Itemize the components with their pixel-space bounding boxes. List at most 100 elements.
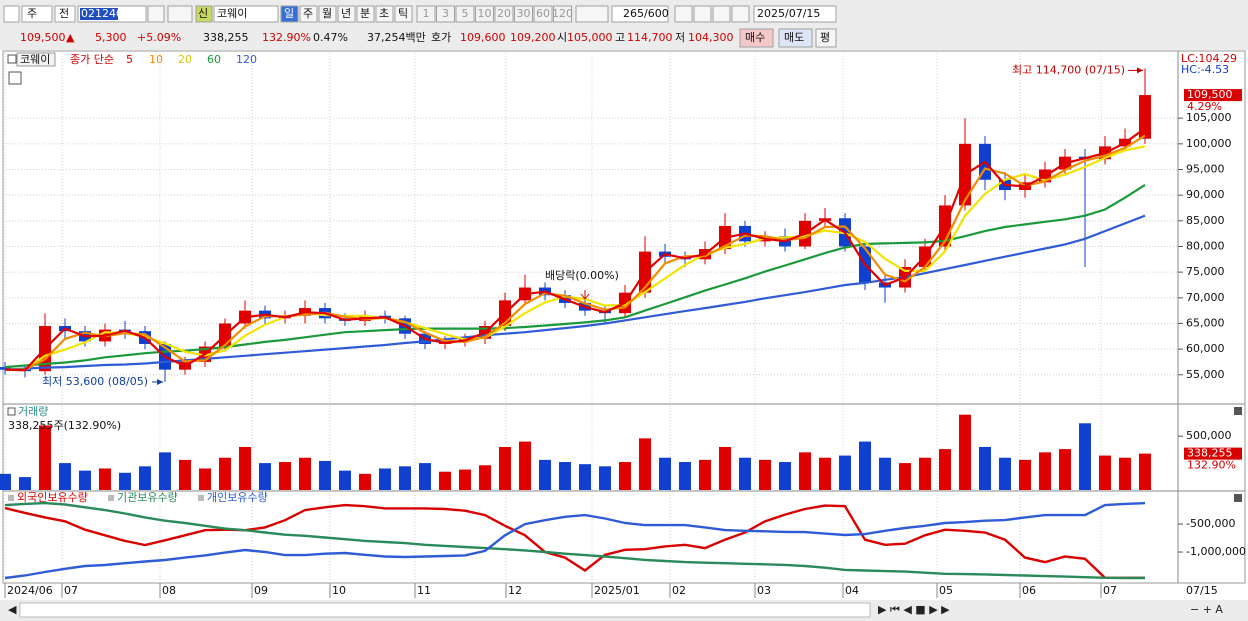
ma-line bbox=[4, 183, 1146, 369]
view-select[interactable] bbox=[21, 5, 53, 23]
new-flag[interactable] bbox=[195, 5, 213, 23]
volume-bar bbox=[599, 466, 611, 490]
volume-bar bbox=[659, 457, 671, 490]
x-tick-label: 04 bbox=[845, 584, 859, 597]
y-tick-label: 75,000 bbox=[1186, 265, 1225, 278]
volume-bar bbox=[679, 462, 691, 490]
prev-button[interactable] bbox=[54, 5, 76, 23]
view: 주 bbox=[27, 7, 37, 20]
legend-entry: 10 bbox=[149, 53, 163, 66]
volume-subtitle: 338,255주(132.90%) bbox=[8, 419, 121, 432]
volume-bar bbox=[619, 462, 631, 490]
interval-button[interactable] bbox=[533, 5, 553, 23]
pane-close[interactable] bbox=[1234, 494, 1242, 502]
volume-bar bbox=[1039, 452, 1051, 490]
period: 일 bbox=[284, 6, 294, 20]
period-button[interactable] bbox=[299, 5, 318, 23]
interval-button[interactable] bbox=[494, 5, 514, 23]
name-input[interactable] bbox=[213, 5, 279, 23]
tool-icon[interactable] bbox=[693, 5, 712, 23]
candle-body bbox=[0, 367, 11, 370]
interval: 1 bbox=[423, 7, 430, 20]
x-tick-label: 02 bbox=[672, 584, 686, 597]
period: 월 bbox=[322, 7, 332, 20]
quote-open-label: 시 bbox=[557, 31, 567, 44]
date: 2025/07/15 bbox=[757, 7, 820, 20]
volume-bar bbox=[239, 446, 251, 490]
tool-icon[interactable] bbox=[712, 5, 731, 23]
quote-turnover: 0.47% bbox=[313, 31, 348, 44]
tool-icon[interactable] bbox=[731, 5, 750, 23]
sell-button[interactable] bbox=[778, 28, 813, 48]
x-tick-label: 06 bbox=[1022, 584, 1036, 597]
scroll-controls[interactable]: ▶ ⏮ ◀ ■ ▶ ▶ bbox=[878, 603, 950, 616]
search-button[interactable] bbox=[147, 5, 165, 23]
count-max: /600 bbox=[644, 7, 669, 20]
zoom-controls[interactable]: − + A bbox=[1190, 603, 1223, 616]
volume-bar bbox=[1079, 423, 1091, 490]
interval-select[interactable] bbox=[575, 5, 609, 23]
interval: 120 bbox=[552, 7, 573, 20]
interval: 10 bbox=[478, 7, 492, 20]
interval: 60 bbox=[536, 7, 550, 20]
buy-button[interactable] bbox=[739, 28, 774, 48]
count-input[interactable] bbox=[611, 5, 669, 23]
interval-button[interactable] bbox=[416, 5, 436, 23]
menu-icon[interactable] bbox=[3, 5, 20, 23]
volume-bar bbox=[279, 462, 291, 490]
tool-icon[interactable] bbox=[674, 5, 693, 23]
period-button[interactable] bbox=[356, 5, 375, 23]
y-tick-label: 55,000 bbox=[1186, 368, 1225, 381]
y-tick-label: 100,000 bbox=[1186, 137, 1232, 150]
volume-bar bbox=[459, 469, 471, 490]
y-tick-label: 60,000 bbox=[1186, 342, 1225, 355]
quote-ask: 109,600 bbox=[460, 31, 506, 44]
period-button[interactable] bbox=[375, 5, 394, 23]
volume-bar bbox=[119, 472, 131, 490]
quote-low: 104,300 bbox=[688, 31, 734, 44]
interval: 3 bbox=[442, 7, 449, 20]
sound-button[interactable] bbox=[167, 5, 193, 23]
ma-line bbox=[4, 127, 1146, 372]
last-volume-ratio: 132.90% bbox=[1187, 459, 1236, 472]
legend-entry: 60 bbox=[207, 53, 221, 66]
volume-bar bbox=[219, 457, 231, 490]
volume-bar bbox=[779, 462, 791, 490]
hc-label: HC:-4.53 bbox=[1181, 63, 1229, 76]
volume-bar bbox=[359, 473, 371, 490]
pane-close[interactable] bbox=[1234, 407, 1242, 415]
interval-button[interactable] bbox=[553, 5, 572, 23]
period: 년 bbox=[341, 7, 351, 20]
last-price: 109,500 bbox=[1187, 88, 1233, 101]
interval: 5 bbox=[462, 7, 469, 20]
scroll-left[interactable]: ◀ bbox=[8, 603, 17, 616]
volume-bar bbox=[319, 460, 331, 490]
legend-swatch bbox=[108, 495, 114, 501]
eval: 평 bbox=[820, 31, 830, 44]
interval-button[interactable] bbox=[475, 5, 494, 23]
eval-button[interactable] bbox=[815, 28, 837, 48]
period-button[interactable] bbox=[280, 5, 299, 23]
scroll-track[interactable] bbox=[19, 602, 871, 618]
interval-button[interactable] bbox=[514, 5, 533, 23]
y-tick-label: 80,000 bbox=[1186, 239, 1225, 252]
interval-button[interactable] bbox=[455, 5, 475, 23]
candle-body bbox=[1139, 95, 1151, 139]
quote-high-label: 고 bbox=[615, 31, 625, 44]
lc-label: LC:104.29 bbox=[1181, 52, 1237, 65]
chart-bg bbox=[0, 51, 1248, 600]
quote-bid-ask-label: 호가 bbox=[431, 31, 451, 44]
period-button[interactable] bbox=[337, 5, 356, 23]
volume-bar bbox=[259, 463, 271, 490]
interval-button[interactable] bbox=[436, 5, 455, 23]
period-button[interactable] bbox=[394, 5, 413, 23]
volume-bar bbox=[1019, 459, 1031, 490]
holding-line bbox=[4, 503, 1145, 579]
legend-swatch bbox=[198, 495, 204, 501]
y-tick-label: 70,000 bbox=[1186, 291, 1225, 304]
period-button[interactable] bbox=[318, 5, 337, 23]
volume-bar bbox=[1139, 453, 1151, 490]
volume-bar bbox=[399, 466, 411, 490]
date-input[interactable] bbox=[753, 5, 837, 23]
